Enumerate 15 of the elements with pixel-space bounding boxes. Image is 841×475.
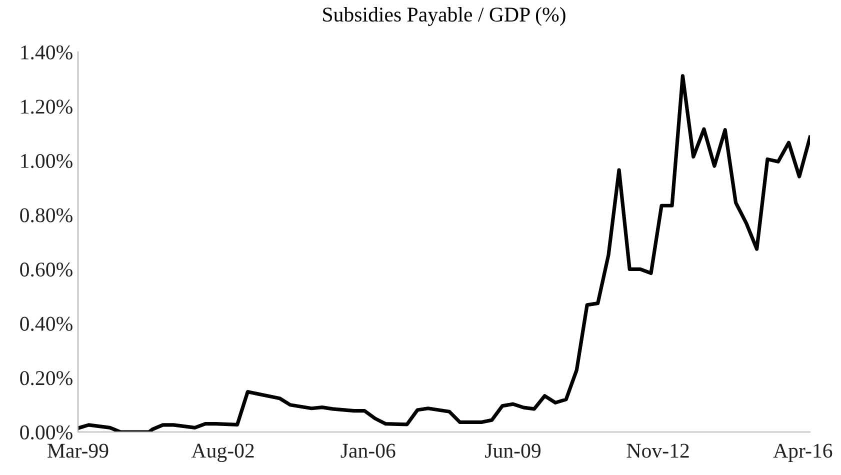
x-tick-label: Jan-06 bbox=[340, 444, 396, 458]
y-tick-label: 1.00% bbox=[21, 154, 72, 168]
y-tick-label: 0.80% bbox=[20, 208, 72, 222]
y-tick-label: 1.20% bbox=[21, 100, 72, 114]
y-tick-label: 0.60% bbox=[20, 262, 72, 277]
y-tick-label: 0.20% bbox=[20, 371, 72, 386]
x-tick-label: Nov-12 bbox=[626, 444, 689, 458]
y-tick-label: 1.40% bbox=[21, 45, 72, 60]
x-tick-label: Mar-99 bbox=[48, 444, 108, 458]
x-tick-label: Apr-16 bbox=[773, 444, 832, 462]
x-tick-label: Aug-02 bbox=[191, 444, 254, 462]
chart-title: Subsidies Payable / GDP (%) bbox=[323, 6, 566, 26]
y-tick-label: 0.40% bbox=[20, 316, 72, 331]
y-tick-label: 0.00% bbox=[20, 425, 72, 440]
x-tick-label: Jun-09 bbox=[485, 444, 540, 458]
